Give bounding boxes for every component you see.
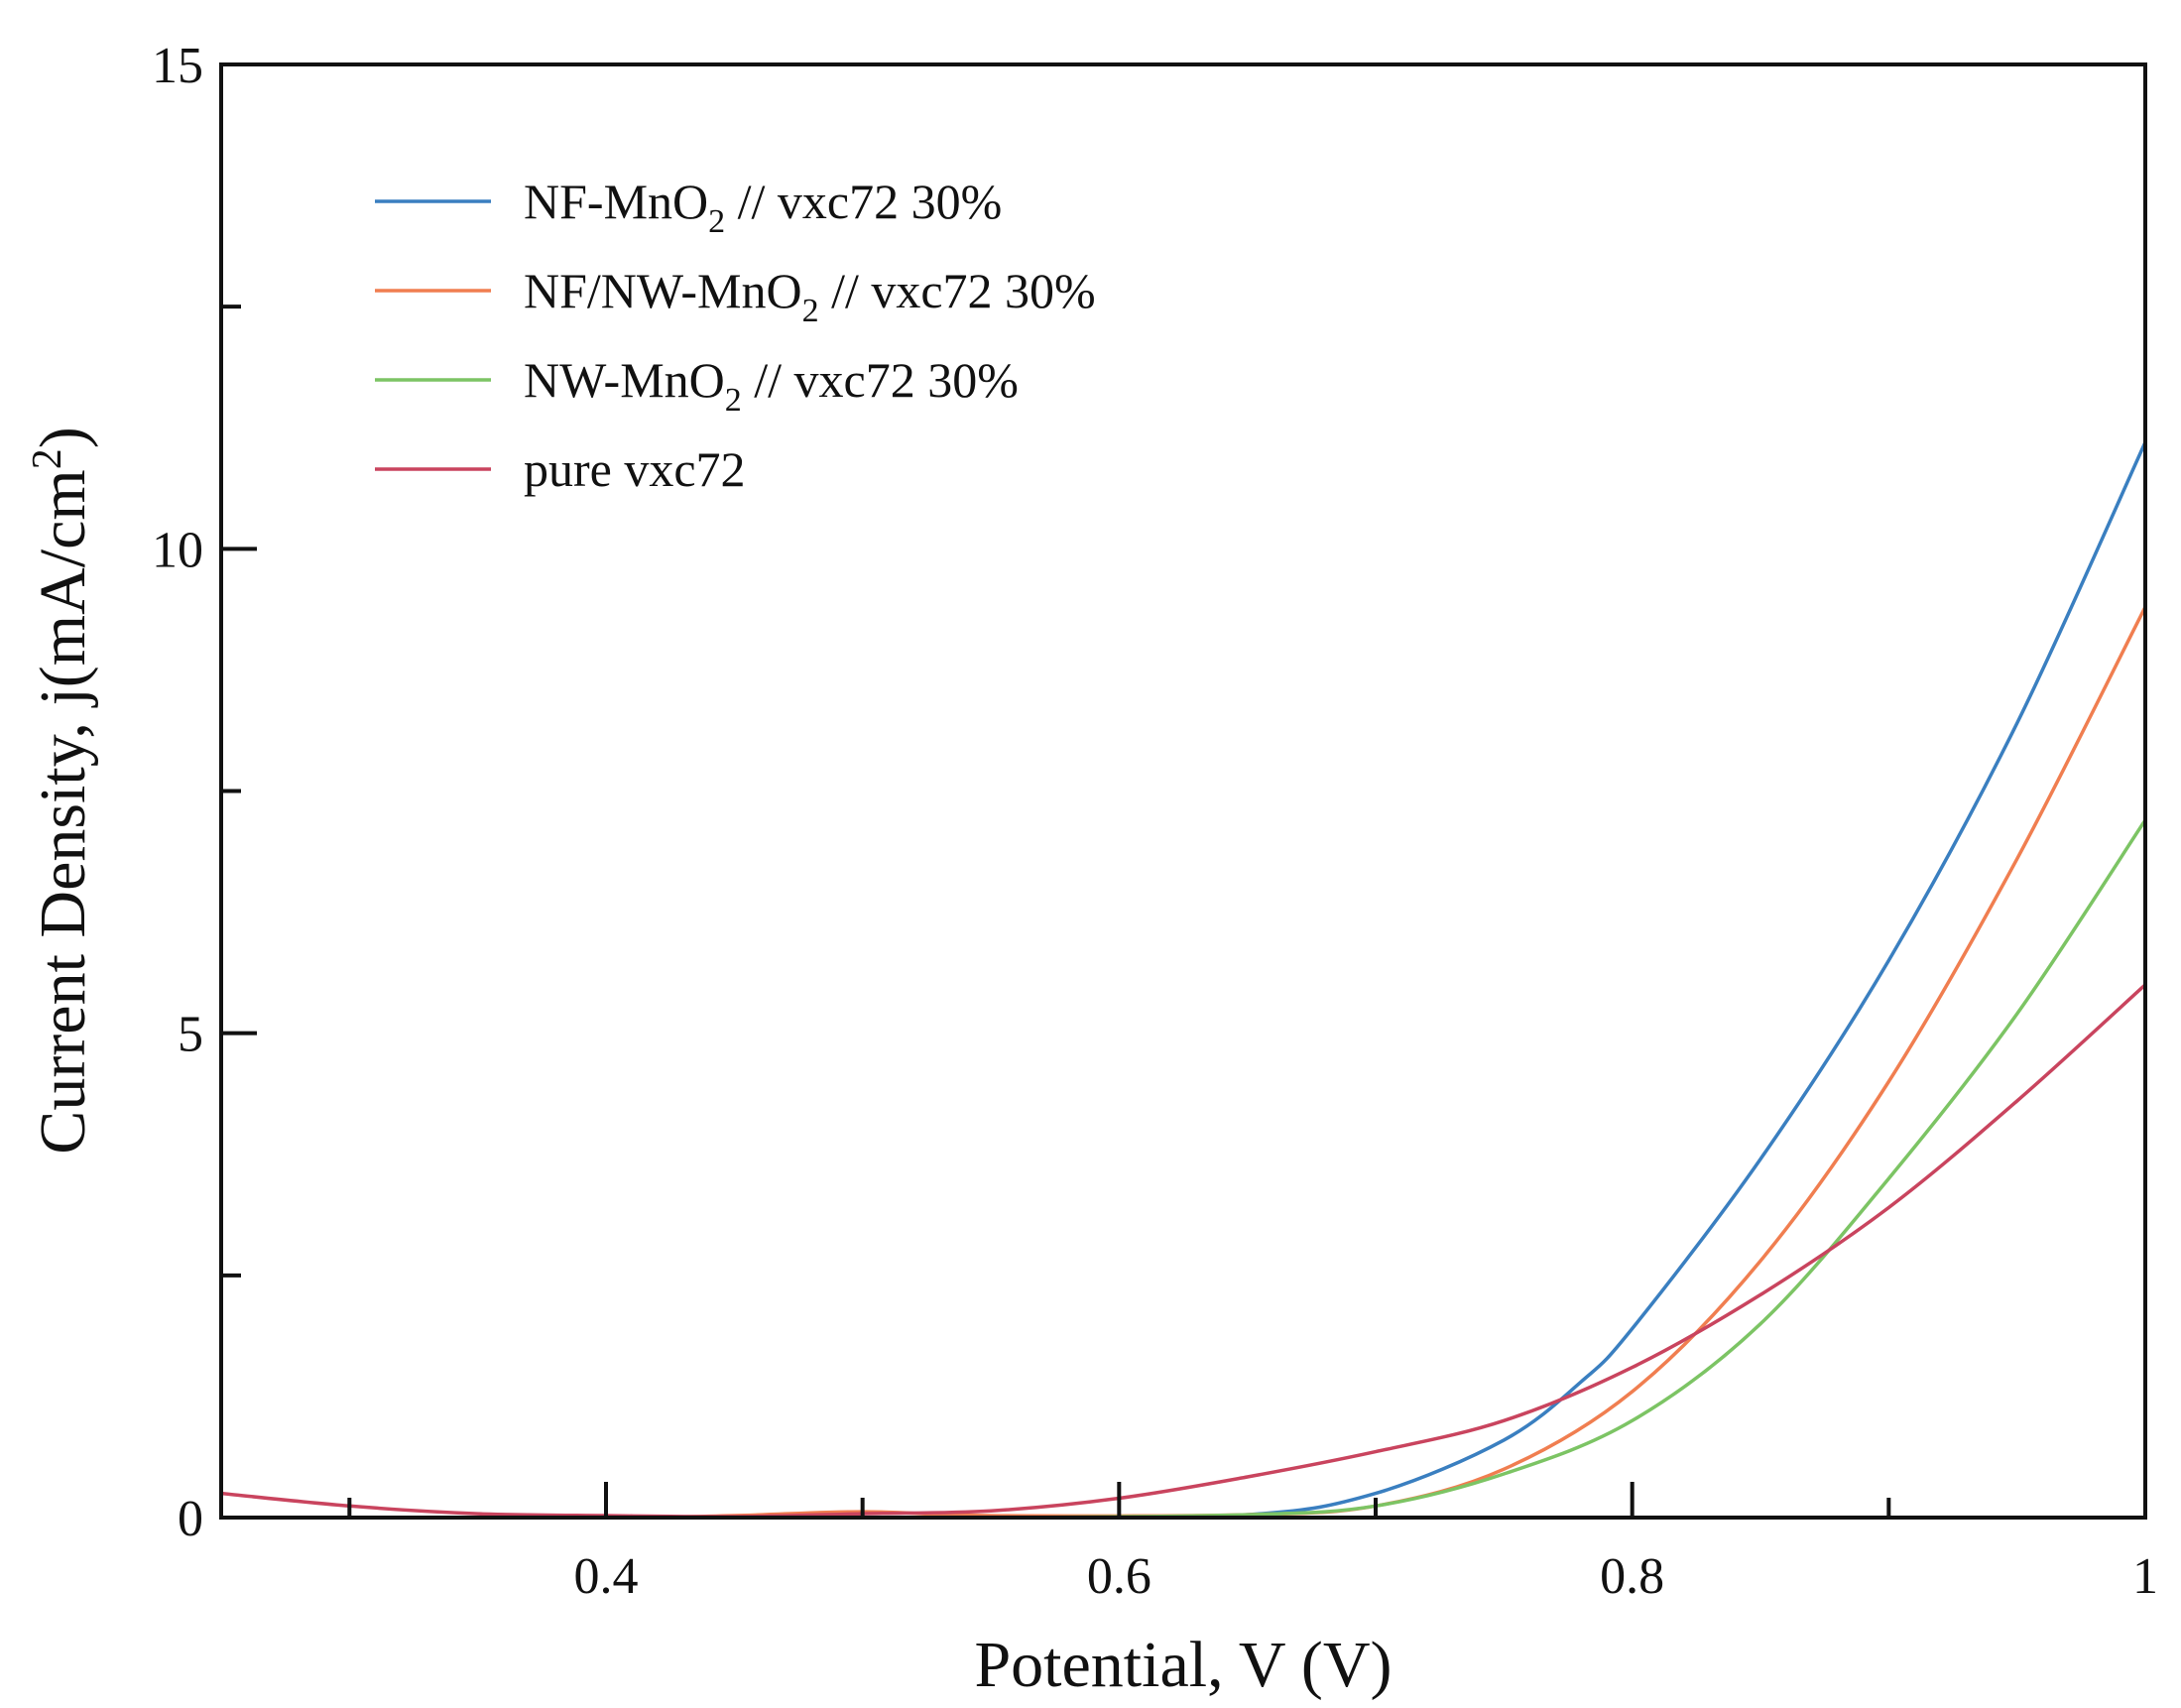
x-tick-label: 0.4 — [574, 1548, 639, 1605]
legend-label-main: pure vxc72 — [524, 441, 746, 497]
legend-label: NF-MnO2 // vxc72 30% — [524, 174, 1002, 240]
legend-label-subscript: 2 — [725, 382, 742, 419]
legend-label-rest: // vxc72 30% — [742, 352, 1019, 408]
y-tick-label: 15 — [152, 38, 203, 94]
legend-label: pure vxc72 — [524, 441, 746, 497]
legend: NF-MnO2 // vxc72 30%NF/NW-MnO2 // vxc72 … — [375, 174, 1096, 497]
plot-frame — [219, 62, 2147, 1520]
legend-label: NW-MnO2 // vxc72 30% — [524, 352, 1019, 419]
legend-label-subscript: 2 — [802, 293, 819, 329]
series-line-1 — [221, 440, 2145, 1518]
series-line-3 — [221, 818, 2145, 1518]
legend-label-main: NF-MnO — [524, 174, 708, 229]
x-tick-label: 0.8 — [1600, 1548, 1664, 1605]
legend-item: pure vxc72 — [375, 441, 746, 497]
legend-label-main: NF/NW-MnO — [524, 263, 802, 318]
x-tick-label: 1 — [2132, 1548, 2158, 1605]
y-axis-title-close: ) — [27, 427, 99, 448]
legend-label-main: NW-MnO — [524, 352, 725, 408]
y-axis-title-superscript: 2 — [25, 448, 70, 469]
y-tick-label: 5 — [178, 1007, 203, 1063]
legend-item: NF/NW-MnO2 // vxc72 30% — [375, 263, 1096, 329]
legend-item: NF-MnO2 // vxc72 30% — [375, 174, 1002, 240]
legend-label-subscript: 2 — [708, 203, 725, 240]
y-axis: 0 5 10 15 — [152, 38, 257, 1547]
x-axis: 0.4 0.6 0.8 1 — [347, 1482, 2158, 1605]
legend-label-rest: // vxc72 30% — [725, 174, 1002, 229]
series-layer — [221, 440, 2145, 1518]
legend-label: NF/NW-MnO2 // vxc72 30% — [524, 263, 1096, 329]
y-axis-title-main: Current Density, j(mA/cm — [27, 469, 99, 1154]
x-tick-label: 0.6 — [1087, 1548, 1151, 1605]
plot-area — [219, 62, 2147, 1520]
series-line-2 — [221, 605, 2145, 1518]
y-tick-label: 10 — [152, 522, 203, 578]
y-tick-label: 0 — [178, 1491, 203, 1547]
legend-label-rest: // vxc72 30% — [819, 263, 1096, 318]
legend-item: NW-MnO2 // vxc72 30% — [375, 352, 1019, 419]
y-axis-title: Current Density, j(mA/cm2) — [25, 427, 99, 1154]
series-line-4 — [221, 983, 2145, 1518]
x-axis-title: Potential, V (V) — [974, 1629, 1392, 1701]
